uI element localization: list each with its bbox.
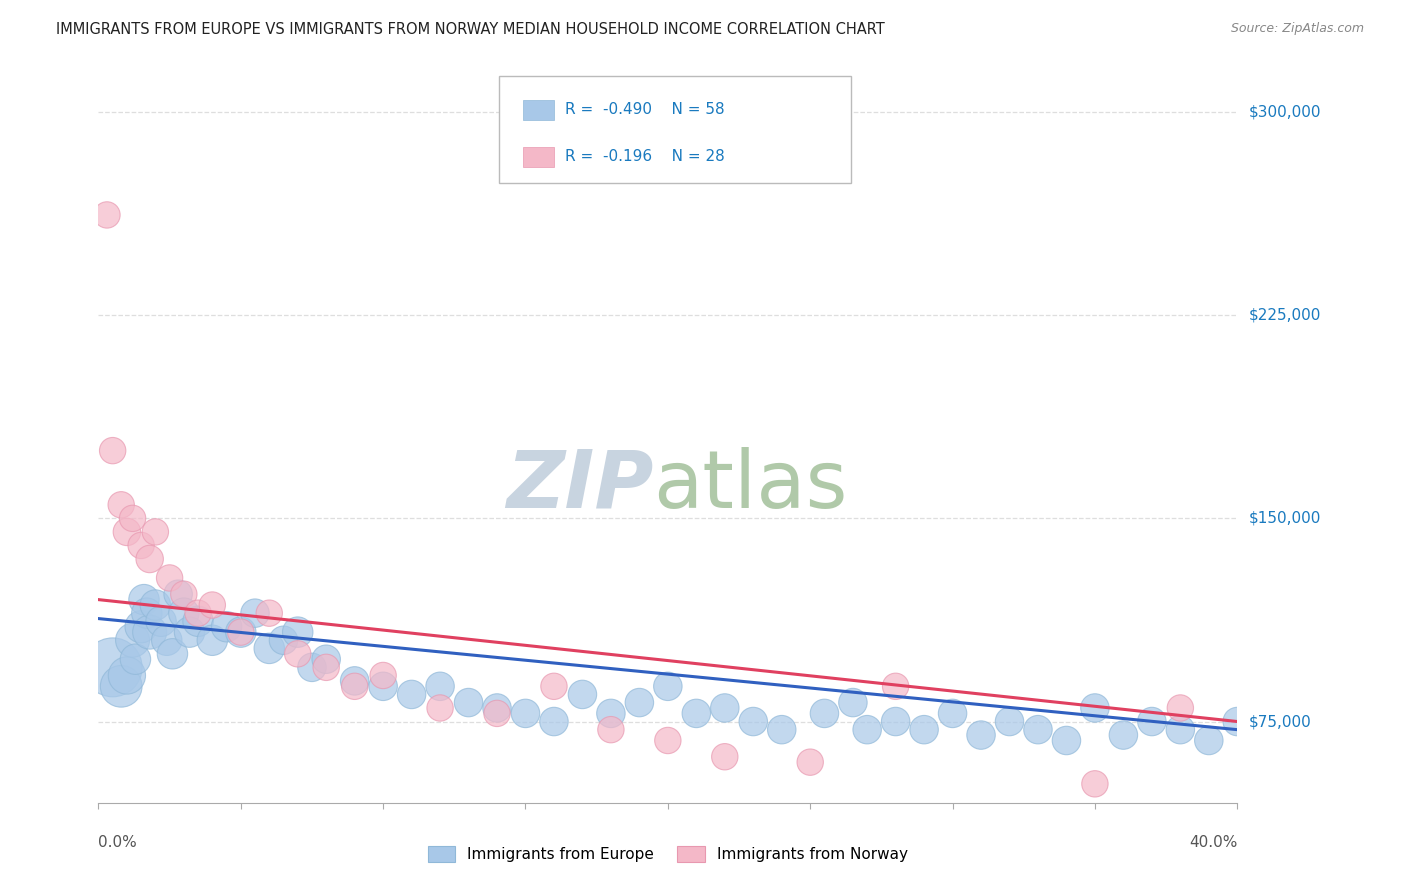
Point bbox=[138, 552, 160, 566]
Point bbox=[215, 620, 238, 634]
Point bbox=[229, 625, 252, 640]
Point bbox=[343, 673, 366, 688]
Point bbox=[543, 714, 565, 729]
Text: R =  -0.490    N = 58: R = -0.490 N = 58 bbox=[565, 103, 725, 117]
Text: $75,000: $75,000 bbox=[1249, 714, 1312, 729]
Point bbox=[229, 625, 252, 640]
Point bbox=[543, 679, 565, 693]
Point bbox=[243, 606, 266, 620]
Point bbox=[970, 728, 993, 742]
Point bbox=[173, 587, 195, 601]
Point bbox=[115, 524, 138, 539]
Point bbox=[201, 598, 224, 612]
Point bbox=[1026, 723, 1049, 737]
Text: 40.0%: 40.0% bbox=[1189, 835, 1237, 850]
Point bbox=[457, 696, 479, 710]
Point bbox=[856, 723, 879, 737]
Point bbox=[287, 625, 309, 640]
Point bbox=[685, 706, 707, 721]
Point bbox=[429, 679, 451, 693]
Point bbox=[884, 679, 907, 693]
Point bbox=[813, 706, 835, 721]
Point bbox=[486, 701, 509, 715]
Point bbox=[129, 538, 152, 552]
Point bbox=[998, 714, 1021, 729]
Point bbox=[110, 679, 132, 693]
Point bbox=[628, 696, 651, 710]
Point bbox=[742, 714, 765, 729]
Point bbox=[714, 749, 737, 764]
Point bbox=[401, 688, 423, 702]
Point bbox=[201, 633, 224, 648]
Point bbox=[1170, 723, 1192, 737]
Text: R =  -0.196    N = 28: R = -0.196 N = 28 bbox=[565, 149, 725, 164]
Point bbox=[301, 660, 323, 674]
Point bbox=[714, 701, 737, 715]
Point bbox=[912, 723, 935, 737]
Point bbox=[259, 606, 281, 620]
Point bbox=[1056, 733, 1078, 747]
Point bbox=[315, 660, 337, 674]
Text: Source: ZipAtlas.com: Source: ZipAtlas.com bbox=[1230, 22, 1364, 36]
Point bbox=[1170, 701, 1192, 715]
Text: $150,000: $150,000 bbox=[1249, 511, 1320, 526]
Point bbox=[657, 679, 679, 693]
Point bbox=[167, 587, 190, 601]
Point bbox=[799, 755, 821, 769]
Point bbox=[884, 714, 907, 729]
Text: atlas: atlas bbox=[654, 447, 848, 524]
Text: 0.0%: 0.0% bbox=[98, 835, 138, 850]
Point bbox=[842, 696, 865, 710]
Point bbox=[121, 633, 143, 648]
Point bbox=[429, 701, 451, 715]
Point bbox=[101, 443, 124, 458]
Point bbox=[110, 498, 132, 512]
Point bbox=[287, 647, 309, 661]
Point bbox=[600, 723, 623, 737]
Point bbox=[135, 606, 157, 620]
Point bbox=[96, 208, 118, 222]
Point bbox=[1112, 728, 1135, 742]
Point bbox=[145, 598, 167, 612]
Point bbox=[1198, 733, 1220, 747]
Point bbox=[145, 524, 167, 539]
Point bbox=[121, 511, 143, 525]
Point bbox=[101, 660, 124, 674]
Point bbox=[129, 620, 152, 634]
Point bbox=[371, 679, 394, 693]
Point bbox=[159, 571, 181, 585]
Point bbox=[657, 733, 679, 747]
Point bbox=[156, 633, 179, 648]
Point bbox=[124, 652, 146, 666]
Point bbox=[571, 688, 593, 702]
Point bbox=[1084, 701, 1107, 715]
Point bbox=[173, 606, 195, 620]
Point bbox=[315, 652, 337, 666]
Point bbox=[132, 592, 155, 607]
Text: $225,000: $225,000 bbox=[1249, 308, 1320, 323]
Point bbox=[179, 625, 201, 640]
Point bbox=[138, 625, 160, 640]
Point bbox=[486, 706, 509, 721]
Point bbox=[1084, 777, 1107, 791]
Point bbox=[187, 615, 209, 629]
Point bbox=[343, 679, 366, 693]
Legend: Immigrants from Europe, Immigrants from Norway: Immigrants from Europe, Immigrants from … bbox=[422, 840, 914, 868]
Point bbox=[1140, 714, 1163, 729]
Point bbox=[1226, 714, 1249, 729]
Point bbox=[259, 641, 281, 656]
Point bbox=[115, 668, 138, 682]
Text: ZIP: ZIP bbox=[506, 447, 654, 524]
Point bbox=[150, 615, 173, 629]
Point bbox=[162, 647, 184, 661]
Text: $300,000: $300,000 bbox=[1249, 104, 1320, 120]
Point bbox=[515, 706, 537, 721]
Point bbox=[942, 706, 965, 721]
Point bbox=[371, 668, 394, 682]
Text: IMMIGRANTS FROM EUROPE VS IMMIGRANTS FROM NORWAY MEDIAN HOUSEHOLD INCOME CORRELA: IMMIGRANTS FROM EUROPE VS IMMIGRANTS FRO… bbox=[56, 22, 884, 37]
Point bbox=[770, 723, 793, 737]
Point bbox=[600, 706, 623, 721]
Point bbox=[273, 633, 295, 648]
Point bbox=[187, 606, 209, 620]
